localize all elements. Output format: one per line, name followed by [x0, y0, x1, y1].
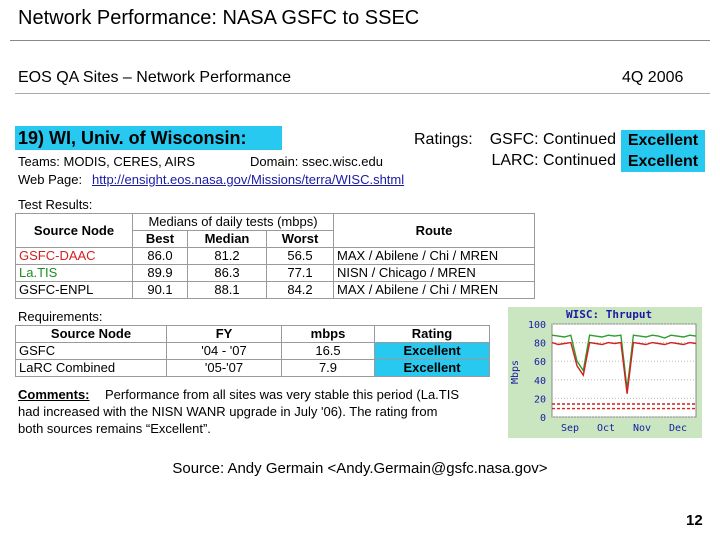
- comment-line: had increased with the NISN WANR upgrade…: [18, 404, 438, 419]
- header-cell: Medians of daily tests (mbps): [132, 213, 334, 231]
- series-line: [551, 341, 697, 394]
- x-tick-label: Nov: [633, 423, 651, 434]
- requirements-table: Source Node FY mbps Rating GSFC '04 - '0…: [15, 325, 490, 377]
- header-cell: Rating: [374, 325, 490, 343]
- slide-title: Network Performance: NASA GSFC to SSEC: [18, 7, 420, 29]
- section-label: Test Results:: [18, 197, 93, 212]
- cell: 88.1: [187, 281, 267, 299]
- y-tick-label: 40: [534, 376, 546, 387]
- comment-line: both sources remains “Excellent”.: [18, 421, 211, 436]
- y-axis-label: Mbps: [510, 360, 521, 384]
- subheader-rule: [15, 93, 710, 94]
- chart-title: WISC: Thruput: [566, 308, 652, 321]
- y-tick-label: 60: [534, 357, 546, 368]
- cell: NISN / Chicago / MREN: [333, 264, 535, 282]
- series-line: [551, 334, 697, 390]
- rating-source: LARC: Continued: [491, 152, 616, 169]
- cell: 86.0: [132, 247, 188, 265]
- rating-value: Excellent: [621, 130, 705, 151]
- title-rule: [10, 40, 710, 41]
- web-link[interactable]: http://ensight.eos.nasa.gov/Missions/ter…: [92, 172, 405, 187]
- test-results-table: Source Node Medians of daily tests (mbps…: [15, 213, 535, 299]
- header-cell: Source Node: [15, 213, 133, 248]
- subheader-left: EOS QA Sites – Network Performance: [18, 69, 291, 86]
- header-cell: Worst: [266, 230, 334, 248]
- source: Source: Andy Germain <Andy.Germain@gsfc.…: [172, 460, 548, 477]
- site-heading: 19) WI, Univ. of Wisconsin:: [15, 126, 282, 150]
- y-tick-label: 80: [534, 339, 546, 350]
- header-cell: Median: [187, 230, 267, 248]
- header-cell: mbps: [281, 325, 375, 343]
- subheader-right: 4Q 2006: [622, 69, 684, 86]
- ratings-label: Ratings:: [414, 131, 473, 148]
- comment-line: Performance from all sites was very stab…: [105, 387, 460, 402]
- page-number: 12: [686, 512, 703, 529]
- cell: MAX / Abilene / Chi / MREN: [333, 247, 535, 265]
- cell: 81.2: [187, 247, 267, 265]
- domain: Domain: ssec.wisc.edu: [250, 154, 383, 169]
- cell: 90.1: [132, 281, 188, 299]
- header-cell: Source Node: [15, 325, 167, 343]
- cell: 7.9: [281, 359, 375, 377]
- cell: 84.2: [266, 281, 334, 299]
- cell: '05-'07: [166, 359, 282, 377]
- cell: 89.9: [132, 264, 188, 282]
- cell: '04 - '07: [166, 342, 282, 360]
- x-tick-label: Sep: [561, 423, 579, 434]
- comments-label: Comments:: [18, 387, 90, 402]
- rating-source: GSFC: Continued: [489, 131, 616, 148]
- cell: Excellent: [374, 359, 490, 377]
- section-label: Requirements:: [18, 309, 103, 324]
- cell: 56.5: [266, 247, 334, 265]
- cell: Excellent: [374, 342, 490, 360]
- cell: 77.1: [266, 264, 334, 282]
- cell: 86.3: [187, 264, 267, 282]
- y-tick-label: 0: [540, 413, 546, 424]
- header-cell: FY: [166, 325, 282, 343]
- cell: MAX / Abilene / Chi / MREN: [333, 281, 535, 299]
- throughput-chart: WISC: Thruput Mbps 0 20 40 60 80 100 Sep Oct Nov…: [508, 307, 702, 438]
- cell: GSFC-DAAC: [15, 247, 133, 265]
- cell: GSFC-ENPL: [15, 281, 133, 299]
- cell: La.TIS: [15, 264, 133, 282]
- header-cell: Best: [132, 230, 188, 248]
- cell: 16.5: [281, 342, 375, 360]
- y-tick-label: 20: [534, 394, 546, 405]
- x-tick-label: Dec: [669, 423, 687, 434]
- cell: LaRC Combined: [15, 359, 167, 377]
- cell: GSFC: [15, 342, 167, 360]
- header-cell: Route: [333, 213, 535, 248]
- y-tick-label: 100: [528, 320, 546, 331]
- teams: Teams: MODIS, CERES, AIRS: [18, 154, 195, 169]
- web-label: Web Page:: [18, 172, 83, 187]
- rating-value: Excellent: [621, 151, 705, 172]
- x-tick-label: Oct: [597, 423, 615, 434]
